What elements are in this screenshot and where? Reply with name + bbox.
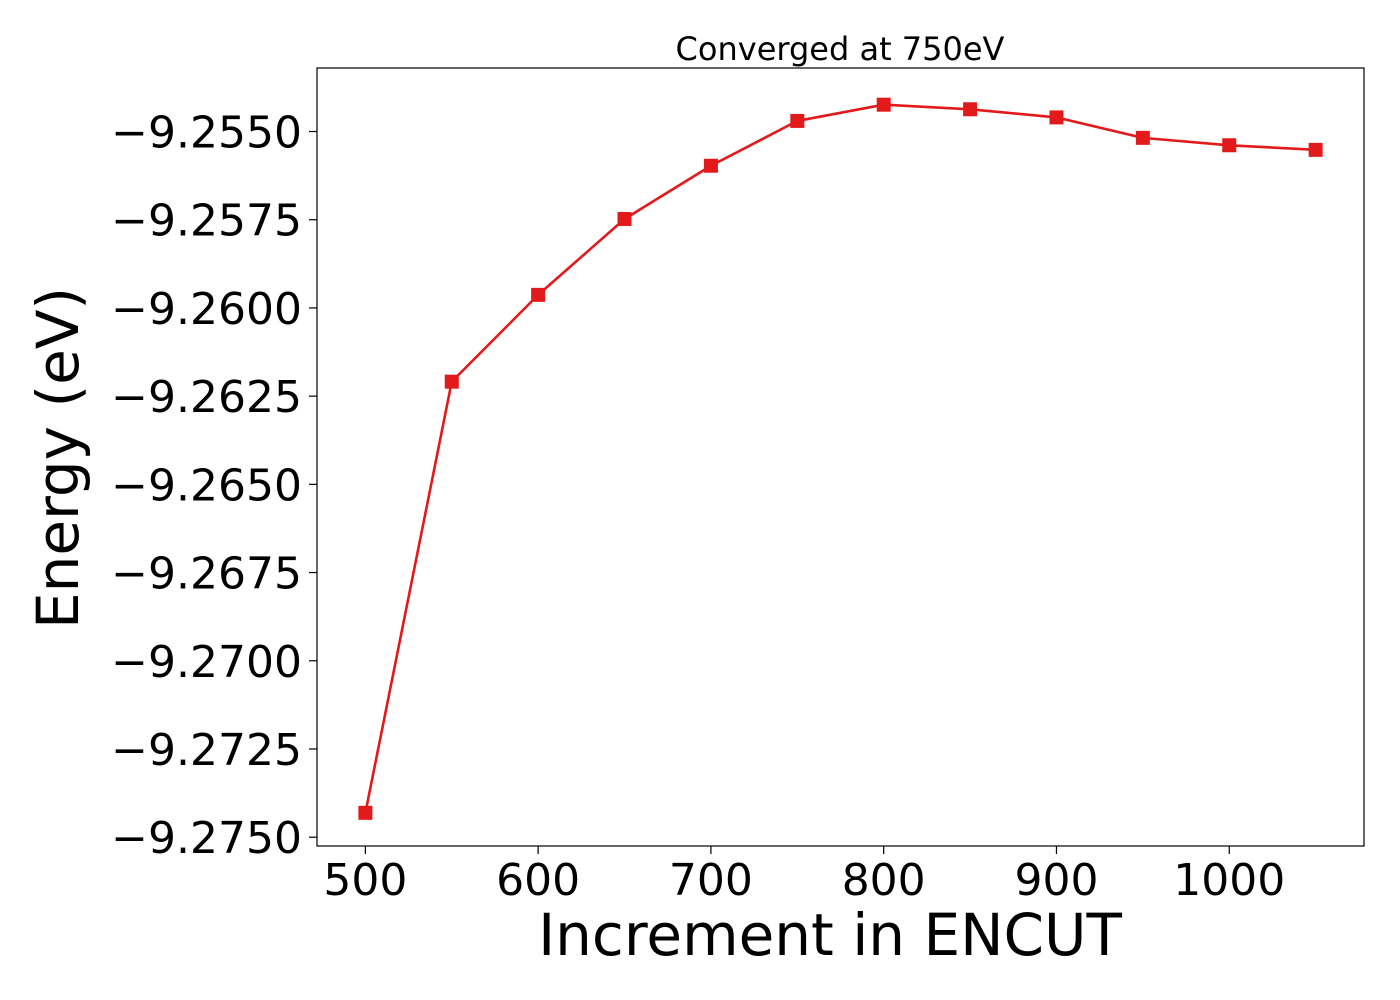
plot-content [358, 97, 1323, 820]
y-axis-ticks: −9.2550 −9.2575 −9.2600 −9.2625 −9.2650 −9.26… [111, 108, 317, 864]
data-point-marker [790, 113, 805, 128]
x-tick-label: 800 [842, 855, 926, 906]
y-tick-label: −9.2575 [111, 196, 302, 247]
plot-frame [316, 67, 1365, 847]
chart-title: Converged at 750eV [676, 30, 1005, 68]
data-point-marker [531, 287, 546, 302]
x-axis-title: Increment in ENCUT [538, 901, 1122, 969]
data-point-marker [1308, 142, 1323, 157]
data-point-marker [617, 212, 632, 227]
y-tick-label: −9.2625 [111, 372, 302, 423]
x-tick-label: 500 [323, 855, 407, 906]
data-point-marker [703, 158, 718, 173]
series-line [364, 103, 1316, 814]
y-tick-label: −9.2650 [111, 460, 302, 511]
y-tick-label: −9.2675 [111, 549, 302, 600]
x-tick-label: 700 [669, 855, 753, 906]
y-tick-label: −9.2550 [111, 108, 302, 159]
y-tick-label: −9.2700 [111, 637, 302, 688]
x-axis-ticks: 500 600 700 800 900 1000 [323, 846, 1285, 906]
y-axis-title: Energy (eV) [24, 287, 92, 629]
data-point-marker [1222, 138, 1237, 153]
x-tick-label: 900 [1014, 855, 1098, 906]
x-tick-label: 600 [496, 855, 580, 906]
y-tick-label: −9.2600 [111, 284, 302, 335]
data-point-marker [876, 97, 891, 112]
x-tick-label: 1000 [1173, 855, 1285, 906]
data-point-marker [444, 374, 459, 389]
data-point-marker [1135, 130, 1150, 145]
y-tick-label: −9.2750 [111, 813, 302, 864]
y-tick-label: −9.2725 [111, 725, 302, 776]
data-point-marker [1049, 110, 1064, 125]
data-point-marker [963, 102, 978, 117]
data-point-marker [358, 805, 373, 820]
